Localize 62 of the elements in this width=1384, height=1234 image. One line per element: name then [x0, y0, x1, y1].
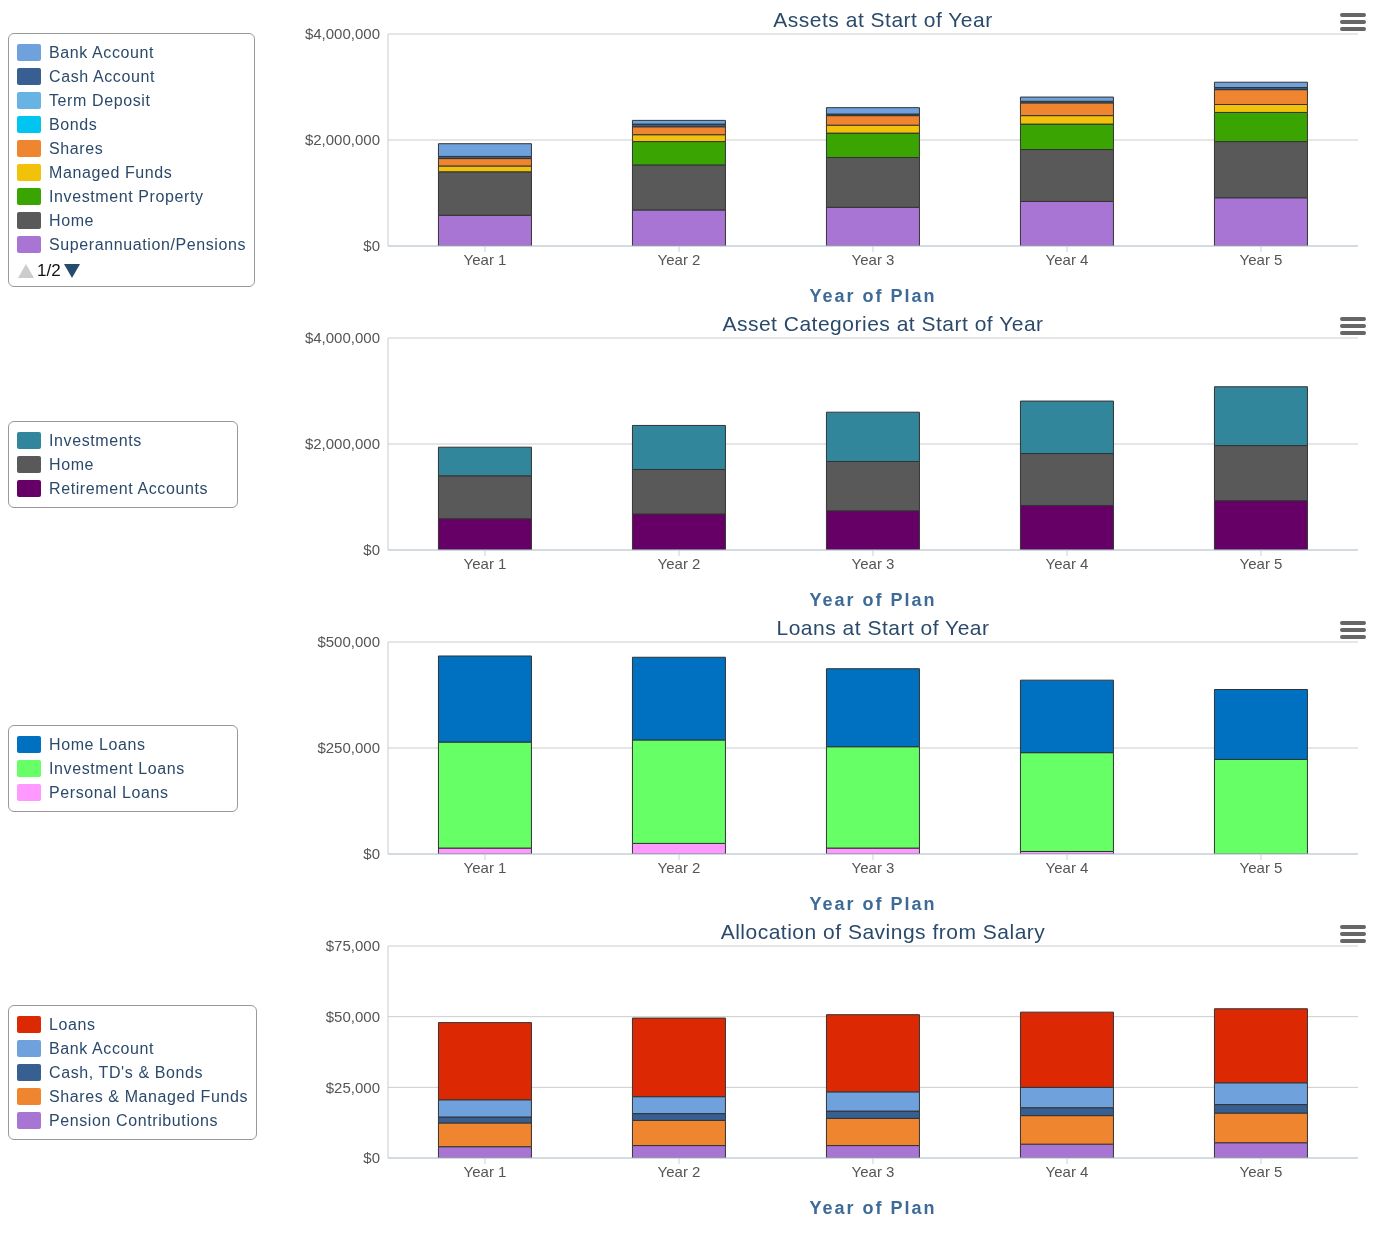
x-tick-label: Year 3 — [851, 554, 895, 572]
x-tick-label: Year 1 — [463, 858, 507, 876]
legend-label: Investment Property — [49, 187, 204, 207]
x-tick-label: Year 2 — [657, 1162, 701, 1180]
y-tick-label: $0 — [363, 541, 380, 559]
x-tick-label: Year 1 — [463, 554, 507, 572]
legend-label: Investment Loans — [49, 758, 185, 779]
y-tick-label: $250,000 — [317, 739, 380, 757]
x-tick-label: Year 1 — [463, 250, 507, 268]
y-tick-label: $4,000,000 — [304, 329, 380, 347]
y-tick-label: $0 — [363, 845, 380, 863]
y-tick-label: $2,000,000 — [304, 131, 380, 149]
legend-label: Shares & Managed Funds — [49, 1086, 249, 1107]
x-tick-label: Year 3 — [851, 858, 895, 876]
chart-title: Allocation of Savings from Salary — [719, 920, 1047, 944]
x-tick-label: Year 4 — [1045, 1162, 1089, 1180]
y-tick-label: $4,000,000 — [304, 25, 380, 43]
x-tick-label: Year 3 — [851, 250, 895, 268]
chart-title: Loans at Start of Year — [775, 616, 991, 640]
y-tick-label: $2,000,000 — [304, 435, 380, 453]
x-tick-label: Year 5 — [1239, 554, 1283, 572]
x-tick-label: Year 3 — [851, 1162, 895, 1180]
y-tick-label: $0 — [363, 237, 380, 255]
x-axis-title: Year of Plan — [809, 286, 937, 306]
legend-label: Shares — [49, 139, 104, 159]
legend-label: Home — [49, 211, 95, 231]
legend-label: Investments — [49, 430, 142, 451]
legend-label: Term Deposit — [49, 91, 151, 111]
legend-label: Bonds — [49, 115, 98, 135]
legend-label: Retirement Accounts — [49, 478, 209, 499]
legend-label: Cash Account — [49, 67, 155, 87]
x-axis-title: Year of Plan — [809, 590, 937, 610]
x-tick-label: Year 4 — [1045, 554, 1089, 572]
chart-title: Asset Categories at Start of Year — [721, 312, 1045, 336]
x-tick-label: Year 2 — [657, 858, 701, 876]
legend-label: Pension Contributions — [49, 1110, 219, 1131]
y-tick-label: $500,000 — [317, 633, 380, 651]
x-tick-label: Year 5 — [1239, 1162, 1283, 1180]
y-tick-label: $50,000 — [325, 1007, 380, 1025]
x-axis-title: Year of Plan — [809, 1198, 937, 1218]
y-tick-label: $0 — [363, 1149, 380, 1167]
y-tick-label: $75,000 — [325, 937, 380, 955]
legend-label: Bank Account — [49, 43, 155, 63]
legend-label: Loans — [49, 1014, 96, 1035]
text: 1/2 — [37, 261, 61, 281]
y-tick-label: $25,000 — [325, 1078, 380, 1096]
x-tick-label: Year 5 — [1239, 858, 1283, 876]
x-tick-label: Year 1 — [463, 1162, 507, 1180]
legend-label: Superannuation/Pensions — [49, 235, 247, 255]
x-tick-label: Year 2 — [657, 554, 701, 572]
legend-label: Home — [49, 454, 95, 475]
x-tick-label: Year 5 — [1239, 250, 1283, 268]
x-axis-title: Year of Plan — [809, 894, 937, 914]
x-tick-label: Year 4 — [1045, 858, 1089, 876]
x-tick-label: Year 2 — [657, 250, 701, 268]
legend-label: Bank Account — [49, 1038, 155, 1059]
chart-title: Assets at Start of Year — [772, 8, 994, 32]
x-tick-label: Year 4 — [1045, 250, 1089, 268]
legend-label: Cash, TD's & Bonds — [49, 1062, 204, 1083]
legend-label: Home Loans — [49, 734, 146, 755]
legend-label: Personal Loans — [49, 782, 169, 803]
legend-label: Managed Funds — [49, 163, 173, 183]
